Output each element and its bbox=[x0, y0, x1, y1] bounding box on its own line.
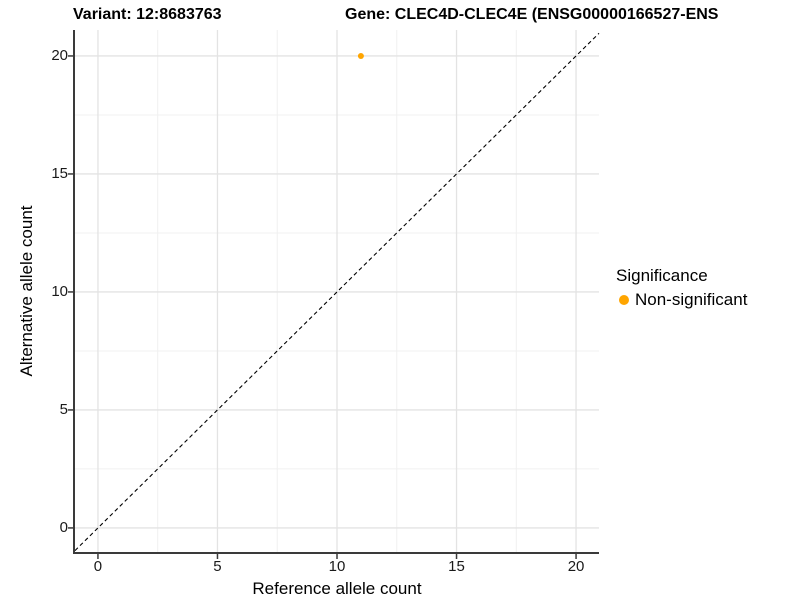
scatter-plot bbox=[68, 30, 600, 559]
legend-title: Significance bbox=[616, 266, 708, 285]
y-tick-label: 5 bbox=[59, 400, 68, 418]
legend-items: Non-significant bbox=[616, 289, 747, 310]
x-axis-title: Reference allele count bbox=[252, 579, 422, 598]
x-tick-label: 10 bbox=[328, 558, 346, 575]
x-tick-label: 5 bbox=[213, 558, 222, 575]
data-point bbox=[357, 52, 364, 59]
legend-item: Non-significant bbox=[616, 289, 747, 310]
gene-title: Gene: CLEC4D-CLEC4E (ENSG00000166527-ENS bbox=[345, 6, 719, 23]
plot-panel bbox=[68, 30, 600, 559]
y-tick-label: 10 bbox=[51, 282, 68, 300]
x-tick-label: 20 bbox=[567, 558, 585, 575]
y-tick-label: 0 bbox=[59, 518, 68, 536]
legend-item-label: Non-significant bbox=[635, 290, 748, 309]
variant-title: Variant: 12:8683763 bbox=[73, 6, 222, 23]
identity-line bbox=[74, 32, 600, 551]
legend: Significance Non-significant bbox=[616, 266, 747, 310]
x-tick-label: 0 bbox=[93, 558, 103, 575]
legend-dot-icon bbox=[619, 294, 629, 305]
x-tick-label: 15 bbox=[448, 558, 465, 575]
y-tick-label: 20 bbox=[51, 46, 68, 64]
y-tick-label: 15 bbox=[51, 164, 68, 182]
